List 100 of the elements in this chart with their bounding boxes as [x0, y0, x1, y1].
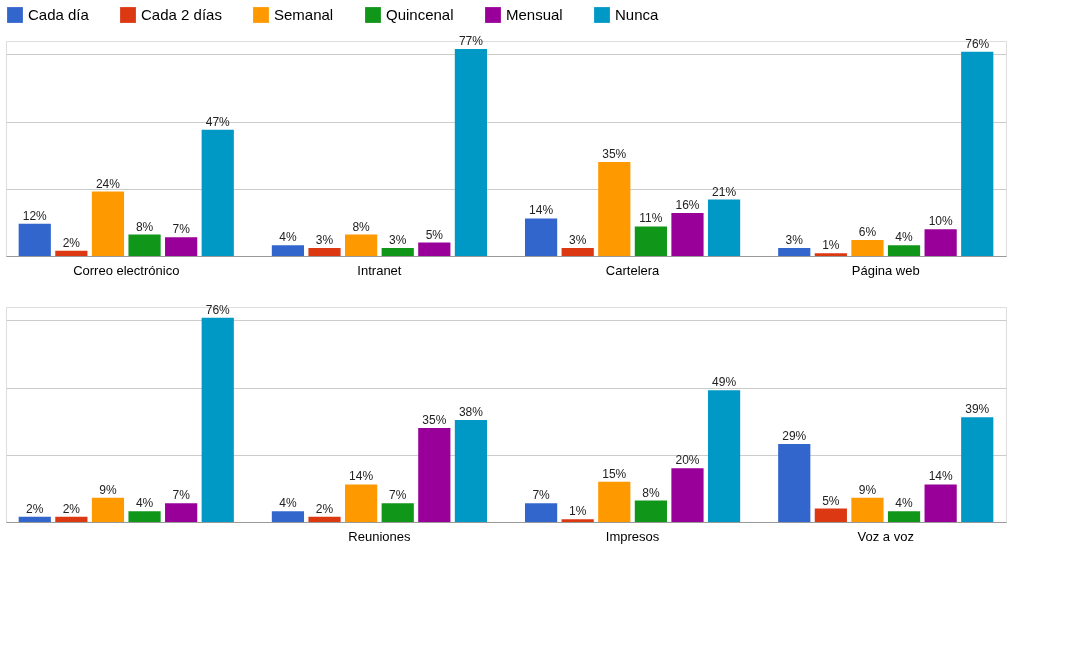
bar	[961, 417, 994, 522]
x-tick-label: Cartelera	[605, 262, 661, 278]
x-tick-label: Reuniones	[348, 528, 411, 544]
bar	[671, 468, 704, 522]
data-label: 6%	[858, 224, 877, 239]
bar	[128, 234, 161, 256]
data-label: 7%	[532, 488, 551, 503]
bar	[345, 234, 378, 256]
x-tick-label: Impresos	[605, 528, 660, 544]
data-label: 14%	[928, 469, 953, 484]
data-label: 16%	[675, 198, 700, 212]
bar	[524, 218, 558, 256]
x-tick-label: Página web	[851, 262, 920, 278]
bar	[18, 516, 51, 522]
data-label: 47%	[205, 114, 231, 129]
bar	[598, 161, 631, 256]
bar	[454, 49, 488, 256]
data-label: 4%	[895, 230, 914, 245]
bar	[707, 199, 741, 256]
data-label: 76%	[965, 36, 990, 51]
bar	[91, 497, 125, 522]
bar	[381, 247, 414, 256]
data-label: 38%	[458, 404, 484, 419]
bar	[271, 245, 305, 256]
bar	[851, 497, 884, 522]
legend-label: Cada 2 días	[141, 6, 222, 23]
data-label: 9%	[858, 482, 877, 497]
data-label: 10%	[928, 214, 953, 229]
data-label: 24%	[95, 176, 121, 191]
bar	[454, 419, 488, 522]
data-label: 49%	[712, 375, 737, 390]
data-label: 3%	[785, 232, 804, 247]
data-label: 11%	[639, 211, 663, 226]
bar	[814, 253, 847, 256]
legend-label: Mensual	[506, 6, 563, 23]
bar	[128, 511, 161, 522]
bar	[418, 242, 451, 256]
bar	[165, 237, 198, 256]
data-label: 29%	[782, 429, 807, 444]
bar	[924, 484, 957, 522]
bar	[634, 500, 667, 522]
bar	[55, 516, 88, 522]
x-tick-label: Voz a voz	[857, 528, 914, 544]
bar	[55, 250, 88, 256]
data-label: 8%	[135, 219, 154, 234]
bar	[201, 317, 234, 522]
data-label: 4%	[135, 496, 154, 511]
data-label: 7%	[172, 222, 191, 237]
bar	[814, 508, 847, 522]
bar	[271, 511, 305, 522]
data-label: 2%	[62, 235, 81, 250]
data-label: 3%	[315, 232, 334, 247]
data-label: 2%	[315, 501, 334, 516]
data-label: 7%	[389, 488, 407, 503]
data-label: 35%	[602, 146, 627, 161]
bar	[381, 503, 414, 522]
bar	[598, 481, 631, 522]
data-label: 5%	[425, 227, 444, 242]
legend-label: Quincenal	[386, 6, 454, 23]
data-label: 15%	[602, 466, 627, 481]
data-label: 76%	[205, 302, 231, 317]
data-label: 35%	[422, 412, 447, 427]
data-label: 77%	[458, 34, 484, 49]
data-label: 4%	[279, 230, 297, 245]
data-label: 1%	[569, 504, 587, 519]
bar	[924, 229, 957, 256]
data-label: 2%	[62, 501, 81, 516]
data-label: 20%	[675, 453, 700, 468]
legend-label: Nunca	[615, 6, 660, 23]
data-label: 14%	[349, 469, 374, 484]
bar	[165, 503, 198, 522]
data-label: 12%	[22, 208, 48, 223]
bar	[308, 516, 341, 522]
data-label: 1%	[822, 238, 840, 253]
bar	[308, 247, 341, 256]
bar	[201, 129, 234, 256]
data-label: 14%	[529, 203, 554, 218]
data-label: 3%	[389, 232, 407, 247]
bar	[778, 444, 811, 522]
data-label: 21%	[712, 184, 737, 199]
bar	[91, 191, 125, 256]
bar	[561, 519, 594, 522]
legend-label: Semanal	[274, 6, 334, 23]
bar	[345, 484, 378, 522]
bar	[671, 213, 704, 256]
data-label: 3%	[569, 232, 587, 247]
bar	[887, 245, 921, 256]
data-label: 4%	[895, 496, 914, 511]
data-label: 4%	[279, 496, 297, 511]
data-label: 7%	[172, 488, 191, 503]
bar	[778, 247, 811, 256]
bar	[707, 390, 741, 522]
bar	[887, 511, 921, 522]
data-label: 8%	[642, 485, 660, 500]
bar	[961, 51, 994, 256]
x-tick-label: Intranet	[357, 262, 402, 278]
bar	[851, 239, 884, 256]
data-label: 2%	[26, 501, 44, 516]
bar	[561, 247, 594, 256]
bar	[634, 226, 667, 256]
